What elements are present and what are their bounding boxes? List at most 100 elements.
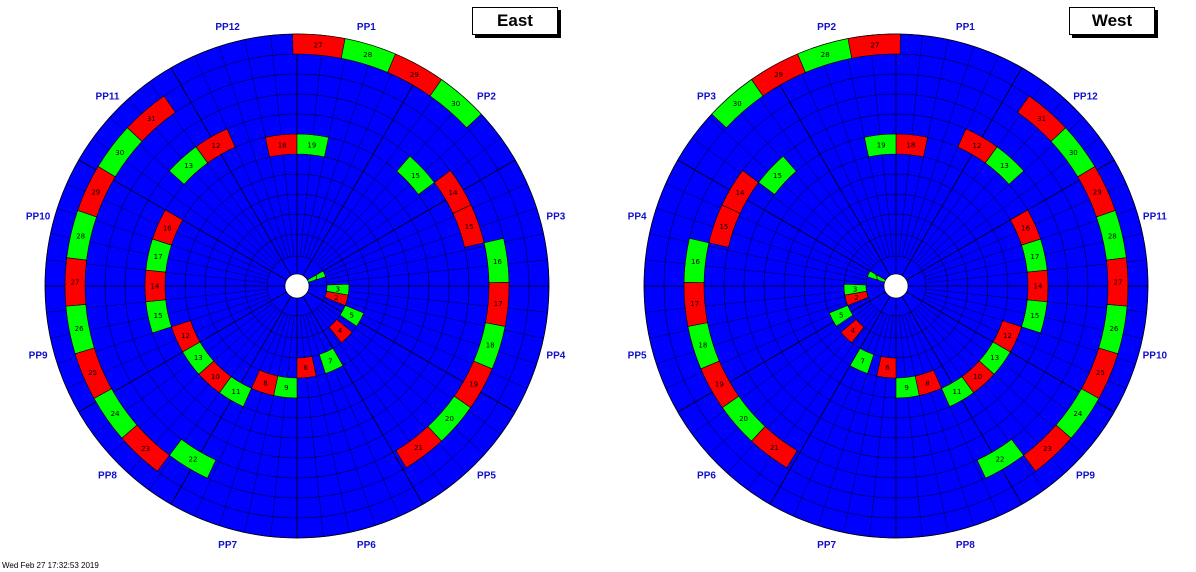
west-highlight-cell-24 — [984, 146, 1025, 185]
west-spoke-32 — [843, 315, 890, 533]
west-highlight-cell-25 — [895, 133, 928, 158]
east-highlight-label-27: 16 — [163, 225, 172, 233]
east-highlight-label-10: 25 — [88, 369, 97, 377]
west-spoke-50 — [677, 159, 886, 281]
east-pp-label-7: PP8 — [98, 471, 117, 482]
east-spoke-24 — [314, 310, 446, 490]
west-pp-label-3: PP10 — [1143, 350, 1168, 361]
east-highlight-label-15: 20 — [445, 415, 454, 423]
west-spoke-26 — [908, 313, 999, 517]
east-highlight-cell-30 — [145, 299, 172, 334]
west-highlight-label-25: 18 — [906, 141, 915, 149]
west-spoke-33 — [817, 314, 887, 526]
west-highlight-label-0: 27 — [870, 41, 879, 49]
east-highlight-label-18: 17 — [494, 300, 503, 308]
east-highlight-cell-15 — [427, 395, 472, 442]
west-highlight-label-26: 19 — [877, 141, 886, 149]
east-highlight-label-40: 5 — [350, 312, 354, 320]
east-highlight-label-1: 28 — [363, 51, 372, 59]
west-pp-label-0: PP1 — [956, 22, 975, 33]
east-highlight-label-14: 21 — [414, 444, 423, 452]
east-highlight-label-21: 14 — [449, 189, 458, 197]
east-spoke-4 — [309, 55, 400, 259]
east-highlight-cell-12 — [121, 424, 170, 472]
west-pp-label-5: PP8 — [956, 540, 975, 551]
east-spoke-26 — [309, 313, 400, 517]
west-highlight-cell-22 — [758, 155, 797, 195]
east-spoke-14 — [326, 259, 548, 284]
west-highlight-label-23: 12 — [973, 142, 982, 150]
west-spoke-51 — [692, 137, 872, 269]
east-spoke-25 — [302, 296, 424, 505]
west-highlight-cell-42 — [843, 283, 867, 296]
east-highlight-cell-6 — [77, 166, 116, 218]
west-pp-label-2: PP11 — [1143, 212, 1167, 223]
east-highlight-cell-19 — [483, 237, 510, 283]
east-highlight-label-37: 6 — [303, 364, 308, 372]
west-spoke-49 — [665, 183, 869, 274]
west-pp-label-8: PP5 — [628, 350, 647, 361]
east-pp-label-4: PP5 — [477, 471, 496, 482]
east-highlight-label-8: 27 — [71, 279, 80, 287]
east-pp-label-0: PP1 — [357, 22, 376, 33]
east-highlight-label-16: 19 — [469, 380, 478, 388]
east-pp-label-10: PP11 — [96, 91, 120, 102]
east-pp-label-8: PP9 — [29, 350, 48, 361]
east-highlight-cell-29 — [144, 269, 167, 303]
east-highlight-label-9: 26 — [75, 325, 84, 333]
east-highlight-cell-35 — [251, 369, 279, 396]
east-highlight-cell-7 — [66, 210, 97, 261]
west-pp-label-1: PP12 — [1073, 91, 1098, 102]
east-highlight-label-19: 16 — [493, 258, 502, 266]
east-highlight-label-39: 4 — [338, 327, 343, 335]
east-highlight-cell-9 — [65, 304, 95, 355]
west-pp-label-9: PP4 — [628, 212, 647, 223]
west-highlight-label-20: 15 — [719, 223, 728, 231]
west-spoke-29 — [898, 315, 923, 537]
east-spoke-32 — [244, 315, 291, 533]
east-highlight-label-43: 1 — [314, 274, 318, 282]
east-highlight-cell-16 — [453, 360, 493, 409]
west-spoke-54 — [747, 82, 879, 262]
west-highlight-label-41: 2 — [854, 294, 858, 302]
west-highlight-label-19: 16 — [691, 258, 700, 266]
east-pp-label-6: PP7 — [218, 540, 237, 551]
east-highlight-cell-14 — [395, 425, 443, 469]
east-highlight-label-2: 29 — [410, 71, 419, 79]
east-spoke-16 — [326, 288, 548, 313]
east-pp-label-2: PP3 — [546, 212, 565, 223]
east-pp-label-9: PP10 — [26, 212, 51, 223]
west-title-box: West — [1069, 7, 1155, 35]
west-spoke-48 — [656, 207, 868, 277]
west-highlight-label-32: 13 — [990, 354, 999, 362]
west-highlight-label-40: 5 — [839, 312, 843, 320]
east-highlight-cell-4 — [126, 95, 176, 142]
east-highlight-cell-37 — [296, 356, 317, 379]
west-highlight-label-30: 15 — [1030, 312, 1039, 320]
east-highlight-label-38: 7 — [328, 357, 332, 365]
east-highlight-cell-28 — [145, 238, 172, 273]
east-highlight-cell-13 — [168, 438, 217, 479]
west-highlight-label-35: 8 — [925, 380, 929, 388]
east-highlight-label-29: 14 — [151, 283, 160, 291]
east-spoke-17 — [326, 292, 544, 339]
west-highlight-label-33: 10 — [973, 373, 982, 381]
east-highlight-label-33: 10 — [211, 373, 220, 381]
west-highlight-cell-38 — [849, 347, 875, 374]
east-highlight-label-7: 28 — [76, 233, 85, 241]
east-highlight-cell-36 — [273, 375, 298, 399]
west-highlight-cell-1 — [797, 38, 853, 73]
east-spoke-36 — [148, 310, 280, 490]
east-spoke-18 — [325, 295, 537, 365]
west-highlight-cell-37 — [876, 356, 897, 379]
west-highlight-label-15: 20 — [739, 415, 748, 423]
east-spoke-28 — [303, 315, 350, 533]
west-highlight-cell-13 — [976, 438, 1025, 479]
east-highlight-cell-3 — [429, 79, 482, 129]
east-spoke-21 — [321, 303, 501, 435]
east-highlight-label-42: 3 — [336, 285, 340, 293]
east-spoke-11 — [324, 183, 528, 274]
east-highlight-cell-32 — [182, 341, 215, 375]
east-spoke-9 — [321, 137, 501, 269]
